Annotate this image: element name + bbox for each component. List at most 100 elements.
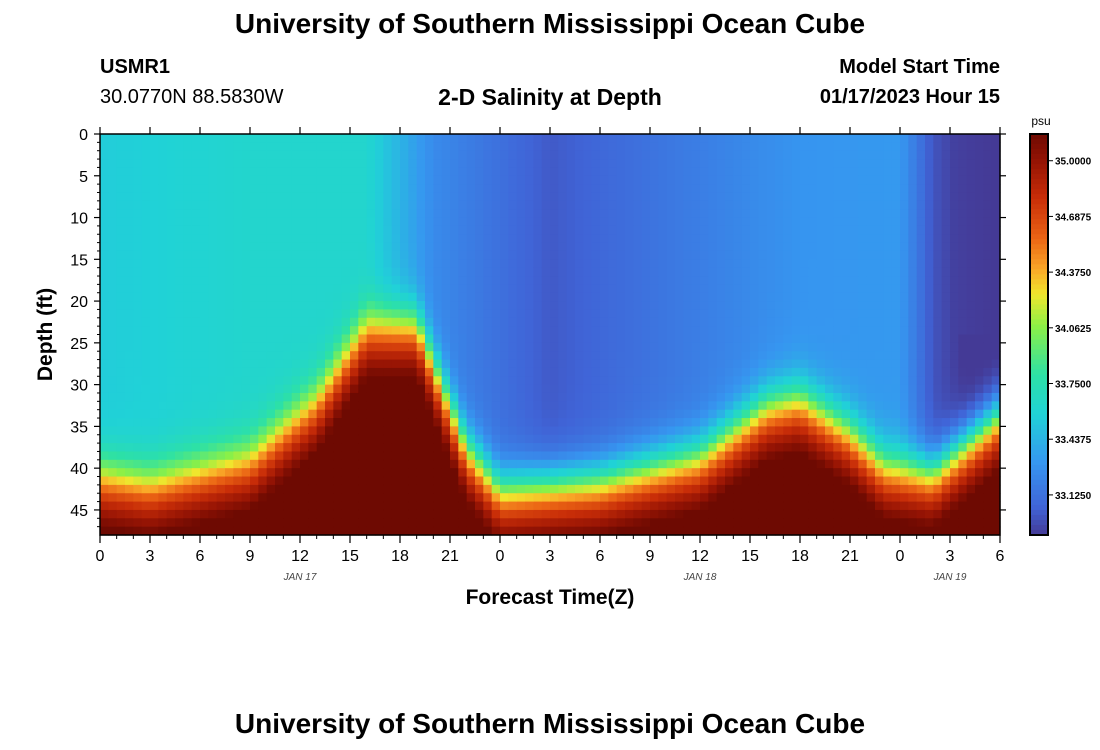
- heatmap-cell: [558, 484, 568, 494]
- heatmap-cell: [575, 309, 584, 319]
- heatmap-cell: [466, 276, 476, 285]
- heatmap-cell: [308, 476, 318, 486]
- heatmap-cell: [633, 259, 643, 269]
- heatmap-cell: [533, 209, 543, 219]
- heatmap-cell: [783, 334, 793, 344]
- heatmap-cell: [958, 509, 968, 519]
- heatmap-cell: [666, 342, 676, 352]
- heatmap-cell: [775, 234, 784, 244]
- heatmap-cell: [116, 234, 126, 244]
- heatmap-cell: [516, 493, 526, 503]
- heatmap-cell: [808, 309, 818, 319]
- heatmap-cell: [483, 376, 493, 386]
- heatmap-cell: [908, 267, 918, 277]
- heatmap-cell: [208, 392, 218, 402]
- heatmap-cell: [291, 134, 301, 143]
- heatmap-cell: [233, 276, 243, 285]
- heatmap-cell: [175, 301, 184, 311]
- heatmap-cell: [541, 259, 551, 269]
- heatmap-cell: [591, 309, 601, 319]
- heatmap-cell: [933, 392, 943, 402]
- heatmap-cell: [258, 200, 268, 210]
- heatmap-cell: [791, 451, 801, 461]
- heatmap-cell: [191, 401, 201, 411]
- heatmap-cell: [350, 476, 359, 486]
- heatmap-cell: [725, 250, 734, 260]
- heatmap-cell: [825, 184, 834, 194]
- heatmap-cell: [608, 451, 618, 461]
- heatmap-cell: [575, 484, 584, 494]
- heatmap-cell: [533, 401, 543, 411]
- heatmap-cell: [858, 309, 868, 319]
- heatmap-cell: [841, 250, 851, 260]
- heatmap-cell: [541, 242, 551, 252]
- heatmap-cell: [741, 384, 751, 394]
- heatmap-cell: [958, 367, 968, 377]
- heatmap-cell: [316, 225, 326, 235]
- heatmap-cell: [833, 384, 843, 394]
- heatmap-cell: [833, 459, 843, 469]
- heatmap-cell: [216, 242, 226, 252]
- heatmap-cell: [366, 159, 376, 169]
- heatmap-cell: [591, 434, 601, 444]
- heatmap-cell: [808, 134, 818, 143]
- heatmap-cell: [616, 518, 626, 528]
- heatmap-cell: [300, 276, 309, 285]
- heatmap-cell: [225, 409, 234, 419]
- heatmap-cell: [266, 267, 276, 277]
- heatmap-cell: [433, 484, 443, 494]
- heatmap-cell: [133, 234, 143, 244]
- heatmap-cell: [258, 509, 268, 519]
- heatmap-cell: [516, 334, 526, 344]
- heatmap-cell: [766, 276, 776, 285]
- heatmap-cell: [950, 317, 959, 327]
- heatmap-cell: [525, 376, 534, 386]
- heatmap-cell: [233, 242, 243, 252]
- heatmap-cell: [350, 225, 359, 235]
- heatmap-cell: [625, 250, 634, 260]
- heatmap-cell: [758, 334, 768, 344]
- heatmap-cell: [691, 342, 701, 352]
- heatmap-cell: [133, 276, 143, 285]
- heatmap-cell: [833, 468, 843, 478]
- heatmap-cell: [891, 217, 901, 227]
- heatmap-cell: [625, 392, 634, 402]
- heatmap-cell: [191, 284, 201, 294]
- heatmap-cell: [550, 518, 559, 528]
- heatmap-cell: [183, 200, 193, 210]
- heatmap-cell: [116, 309, 126, 319]
- heatmap-cell: [758, 401, 768, 411]
- heatmap-cell: [875, 342, 884, 352]
- station-id: USMR1: [100, 56, 171, 78]
- heatmap-cell: [266, 326, 276, 336]
- heatmap-cell: [616, 167, 626, 177]
- heatmap-cell: [708, 192, 718, 202]
- heatmap-cell: [916, 150, 926, 160]
- heatmap-cell: [683, 509, 693, 519]
- heatmap-cell: [325, 284, 334, 294]
- heatmap-cell: [416, 267, 426, 277]
- heatmap-cell: [683, 384, 693, 394]
- heatmap-cell: [108, 334, 118, 344]
- heatmap-cell: [533, 292, 543, 302]
- heatmap-cell: [483, 484, 493, 494]
- heatmap-cell: [808, 276, 818, 285]
- heatmap-cell: [233, 493, 243, 503]
- heatmap-cell: [341, 217, 351, 227]
- heatmap-cell: [733, 526, 743, 536]
- heatmap-cell: [191, 192, 201, 202]
- heatmap-cell: [266, 426, 276, 436]
- heatmap-cell: [441, 526, 451, 536]
- heatmap-cell: [866, 192, 876, 202]
- heatmap-cell: [400, 234, 409, 244]
- heatmap-cell: [225, 509, 234, 519]
- heatmap-cell: [625, 459, 634, 469]
- heatmap-cell: [191, 409, 201, 419]
- heatmap-cell: [708, 142, 718, 152]
- heatmap-cell: [750, 159, 759, 169]
- heatmap-cell: [491, 159, 501, 169]
- heatmap-cell: [116, 209, 126, 219]
- heatmap-cell: [450, 309, 459, 319]
- heatmap-cell: [475, 192, 484, 202]
- heatmap-cell: [741, 242, 751, 252]
